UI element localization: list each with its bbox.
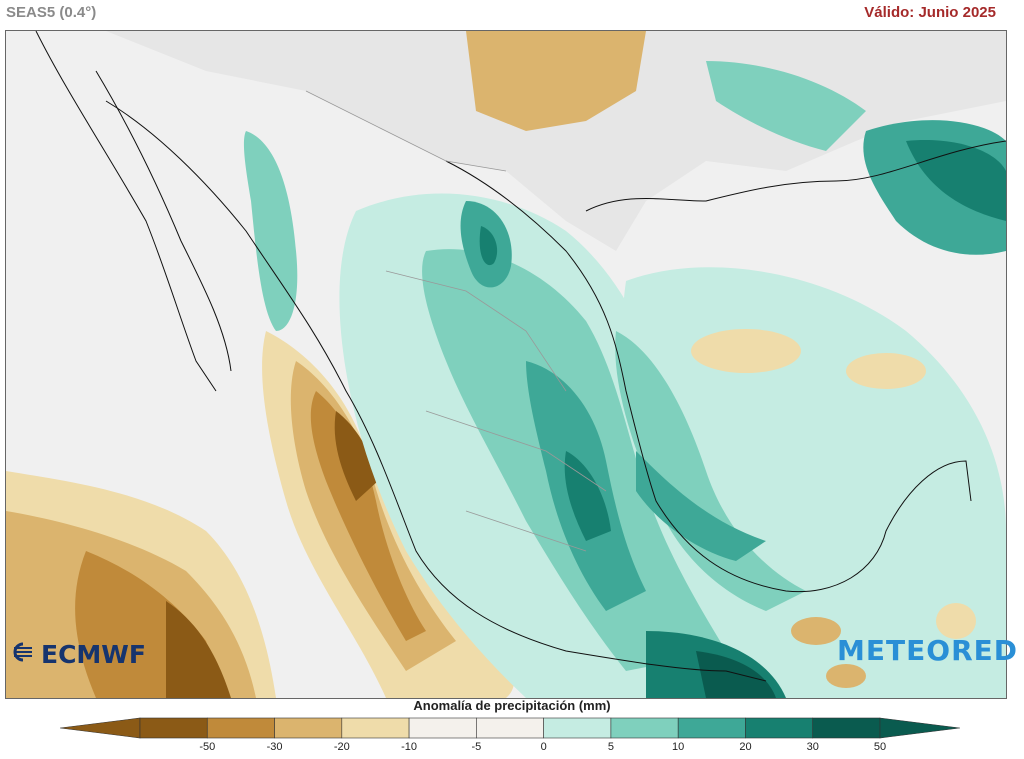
- legend-tick-label: 5: [607, 741, 614, 753]
- legend-tick-label: -10: [401, 741, 418, 753]
- legend-colorbar: [60, 717, 960, 739]
- colorbar-left-arrow: [60, 717, 141, 739]
- colorbar-segment: [476, 717, 544, 739]
- colorbar-segment: [677, 717, 746, 739]
- ecmwf-logo-text: ECMWF: [41, 640, 146, 669]
- legend-title: Anomalía de precipitación (mm): [413, 698, 611, 713]
- legend-tick-label: 0: [540, 741, 547, 753]
- colorbar-segment: [408, 717, 477, 739]
- map-canvas: [6, 31, 1006, 698]
- legend-tick-label: 30: [806, 741, 819, 753]
- precipitation-anomaly-map: [5, 30, 1007, 699]
- valid-date-label: Válido: Junio 2025: [864, 4, 996, 21]
- legend-tick-label: -50: [199, 741, 216, 753]
- colorbar-segment: [139, 717, 208, 739]
- meteored-logo: METEORED: [837, 634, 1018, 667]
- colorbar-segment: [543, 717, 612, 739]
- legend-tick-label: -20: [333, 741, 350, 753]
- colorbar-segment: [341, 717, 410, 739]
- ecmwf-logo: ECMWF: [8, 640, 146, 669]
- gulf-dry-patches: [691, 329, 976, 688]
- state-borders: [305, 90, 607, 552]
- colorbar-segment: [206, 717, 275, 739]
- colorbar-segment: [745, 717, 814, 739]
- ecmwf-mark-icon: [8, 640, 38, 669]
- colorbar-segment: [610, 717, 679, 739]
- legend-tick-label: 10: [672, 741, 685, 753]
- colorbar-segment: [812, 717, 881, 739]
- legend-tick-label: 20: [739, 741, 752, 753]
- model-label: SEAS5 (0.4°): [6, 4, 97, 21]
- legend-tick-label: -30: [266, 741, 283, 753]
- colorbar-segment: [274, 717, 343, 739]
- wet-anomaly-region: [243, 61, 1006, 698]
- coastlines: [35, 31, 1006, 682]
- southwest-dry-anomaly: [466, 31, 646, 131]
- colorbar-right-arrow: [879, 717, 960, 739]
- legend-tick-label: 50: [873, 741, 887, 753]
- legend-tick-label: -5: [471, 741, 482, 753]
